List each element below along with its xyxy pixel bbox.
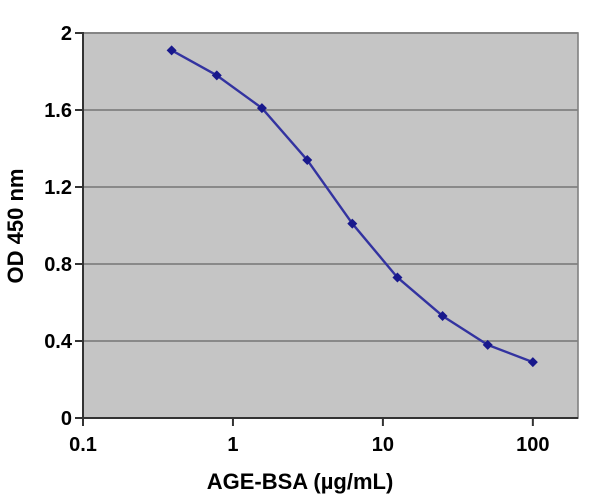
- y-tick-label: 2: [61, 23, 72, 45]
- y-tick-label: 0.4: [44, 331, 73, 353]
- data-point-marker: [347, 218, 358, 229]
- data-point-marker: [211, 70, 222, 81]
- y-tick-label: 1.6: [44, 100, 72, 122]
- plot-background: [83, 33, 578, 418]
- x-tick-label: 1: [227, 434, 238, 456]
- data-point-marker: [302, 155, 313, 166]
- x-tick-label: 100: [516, 434, 549, 456]
- y-axis-title: OD 450 nm: [3, 168, 28, 284]
- data-point-marker: [527, 357, 538, 368]
- y-tick-label: 0: [61, 408, 72, 430]
- data-point-marker: [482, 339, 493, 350]
- y-tick-label: 0.8: [44, 254, 72, 276]
- data-point-marker: [256, 103, 267, 114]
- x-axis-title: AGE-BSA (µg/mL): [206, 469, 394, 494]
- data-point-marker: [437, 310, 448, 321]
- data-point-marker: [166, 45, 177, 56]
- x-tick-label: 10: [372, 434, 394, 456]
- data-point-marker: [392, 272, 403, 283]
- y-tick-label: 1.2: [44, 177, 72, 199]
- x-tick-label: 0.1: [69, 434, 97, 456]
